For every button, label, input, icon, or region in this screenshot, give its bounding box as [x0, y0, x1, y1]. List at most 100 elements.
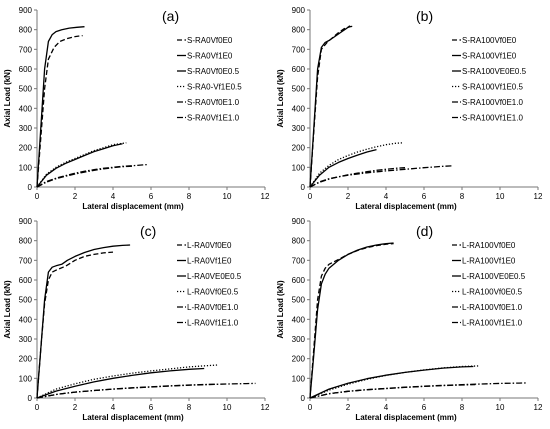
y-tick-label: 400 [19, 104, 33, 113]
y-axis-label: Axial Load (kN) [276, 69, 285, 128]
y-axis-label: Axial Load (kN) [3, 69, 12, 128]
y-tick-label: 100 [292, 163, 306, 172]
series-line-5 [309, 383, 476, 399]
x-axis-label: Lateral displacement (mm) [82, 202, 184, 211]
y-tick-label: 300 [292, 335, 306, 344]
y-tick-label: 200 [19, 144, 33, 153]
y-tick-label: 900 [19, 217, 33, 226]
panel-label: (c) [140, 223, 156, 239]
x-tick-label: 4 [384, 403, 389, 412]
legend-entry: S-RA100Vf0E1.0 [462, 98, 523, 107]
x-tick-label: 2 [73, 192, 78, 201]
legend-entry: L-RA0Vf1E1.0 [187, 319, 239, 328]
legend-entry: S-RA100Vf1E0.5 [462, 83, 523, 92]
y-tick-label: 800 [19, 26, 33, 35]
x-tick-label: 8 [187, 192, 192, 201]
y-tick-label: 600 [19, 276, 33, 285]
legend-entry: S-RA0Vf0E1.0 [187, 98, 240, 107]
legend-entry: S-RA100Vf1E1.0 [462, 114, 523, 123]
x-tick-label: 0 [35, 192, 40, 201]
y-tick-label: 400 [292, 315, 306, 324]
series-line-4 [36, 364, 218, 399]
y-tick-label: 900 [19, 6, 33, 15]
legend-entry: L-RA100Vf1E0 [462, 257, 516, 266]
series-line-5 [36, 165, 133, 188]
y-tick-label: 200 [292, 144, 306, 153]
x-tick-label: 0 [35, 403, 40, 412]
series-line-4 [309, 365, 480, 399]
legend-entry: S-RA0Vf1E1.0 [187, 114, 240, 123]
y-tick-label: 700 [292, 45, 306, 54]
y-tick-label: 700 [292, 256, 306, 265]
series-line-1 [309, 242, 394, 399]
legend-entry: L-RA0Vf1E0 [187, 257, 232, 266]
y-tick-label: 700 [19, 256, 33, 265]
legend-entry: S-RA0Vf0E0 [187, 36, 233, 45]
y-tick-label: 0 [28, 183, 33, 192]
y-tick-label: 800 [19, 237, 33, 246]
chart-panel-3: 0 100 200 300 400 500 600 700 800 900 0 2 4 6 8 10 12 Lat… [3, 217, 270, 422]
series-line-3 [309, 365, 474, 399]
y-tick-label: 500 [19, 85, 33, 94]
x-axis-label: Lateral displacement (mm) [82, 413, 184, 422]
legend-entry: S-RA100VE0E0.5 [462, 67, 527, 76]
x-tick-label: 2 [73, 403, 78, 412]
x-tick-label: 10 [223, 403, 232, 412]
y-tick-label: 100 [19, 374, 33, 383]
y-tick-label: 900 [292, 6, 306, 15]
y-tick-label: 300 [19, 335, 33, 344]
series-line-6 [36, 382, 256, 399]
legend-entry: L-RA0Vf0E1.0 [187, 303, 239, 312]
x-axis-label: Lateral displacement (mm) [355, 202, 457, 211]
y-tick-label: 900 [292, 217, 306, 226]
y-tick-label: 500 [19, 296, 33, 305]
legend-entry: L-RA100VE0E0.5 [462, 272, 526, 281]
y-axis-label: Axial Load (kN) [3, 280, 12, 339]
series-line-6 [309, 165, 453, 188]
y-tick-label: 600 [19, 65, 33, 74]
y-tick-label: 800 [292, 26, 306, 35]
x-tick-label: 2 [346, 192, 351, 201]
x-tick-label: 4 [111, 192, 116, 201]
chart-panel-2: 0 100 200 300 400 500 600 700 800 900 0 2 4 6 8 10 12 Lat… [276, 6, 543, 211]
x-tick-label: 8 [460, 403, 465, 412]
legend-entry: L-RA100Vf0E1.0 [462, 303, 523, 312]
x-tick-label: 10 [223, 192, 232, 201]
series-line-1 [36, 34, 83, 188]
y-tick-label: 500 [292, 85, 306, 94]
x-tick-label: 6 [149, 192, 154, 201]
legend-entry: L-RA0VE0E0.5 [187, 272, 242, 281]
x-tick-label: 12 [534, 192, 543, 201]
series-line-1 [309, 25, 354, 188]
chart-panel-1: 0 100 200 300 400 500 600 700 800 900 0 2 4 6 8 10 12 Lat… [3, 6, 270, 211]
legend-entry: L-RA0Vf0E0 [187, 241, 232, 250]
y-tick-label: 800 [292, 237, 306, 246]
x-tick-label: 0 [308, 192, 313, 201]
x-tick-label: 6 [422, 192, 427, 201]
x-tick-label: 12 [534, 403, 543, 412]
legend-entry: L-RA0Vf0E0.5 [187, 288, 239, 297]
series-line-3 [36, 367, 205, 399]
x-tick-label: 12 [261, 192, 270, 201]
y-tick-label: 500 [292, 296, 306, 305]
x-tick-label: 6 [149, 403, 154, 412]
legend-entry: S-RA0-Vf1E0.5 [187, 83, 242, 92]
x-tick-label: 8 [187, 403, 192, 412]
x-tick-label: 10 [496, 192, 505, 201]
legend-entry: L-RA100Vf0E0.5 [462, 288, 523, 297]
series-line-2 [309, 25, 351, 188]
x-tick-label: 8 [460, 192, 465, 201]
legend-entry: S-RA0Vf1E0 [187, 52, 233, 61]
series-line-2 [309, 242, 394, 399]
y-tick-label: 0 [301, 394, 306, 403]
x-axis-label: Lateral displacement (mm) [355, 413, 457, 422]
panel-label: (a) [162, 8, 179, 24]
y-tick-label: 0 [301, 183, 306, 192]
legend-entry: L-RA100Vf1E1.0 [462, 319, 523, 328]
series-line-3 [309, 148, 377, 188]
series-line-4 [309, 142, 404, 188]
y-tick-label: 300 [292, 124, 306, 133]
series-line-6 [309, 382, 527, 399]
series-line-2 [36, 244, 131, 399]
